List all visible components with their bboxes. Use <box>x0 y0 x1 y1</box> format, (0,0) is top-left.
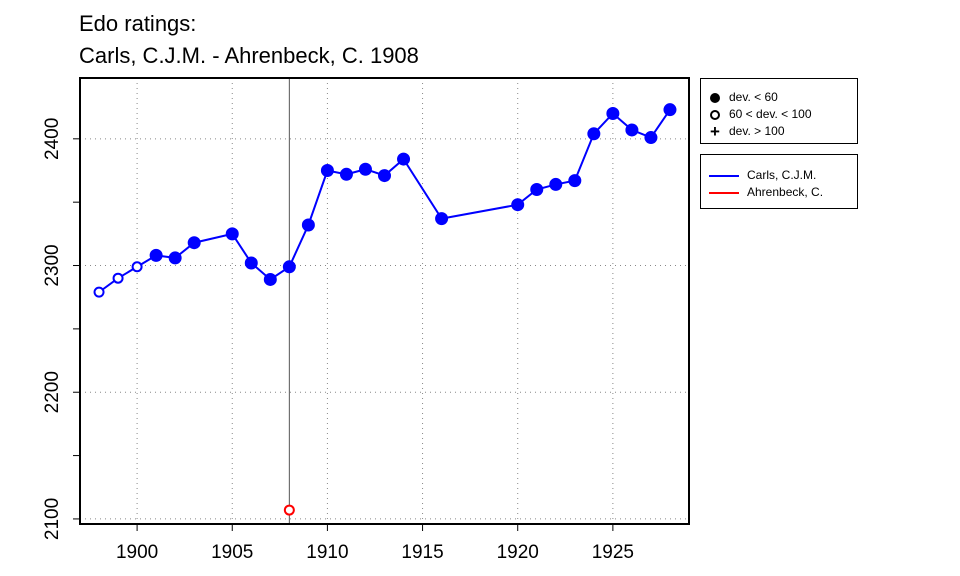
marker-legend: dev. < 60 60 < dev. < 100 + dev. > 100 <box>700 78 858 144</box>
plot-frame <box>79 77 690 525</box>
legend-label: Ahrenbeck, C. <box>747 185 824 199</box>
data-point <box>112 272 124 284</box>
filled-circle-icon <box>710 92 720 103</box>
chart-title: Edo ratings: Carls, C.J.M. - Ahrenbeck, … <box>79 8 419 72</box>
y-tick-label: 2100 <box>42 498 63 540</box>
legend-item-dev-gt-100: + dev. > 100 <box>701 123 857 140</box>
chart-title-line1: Edo ratings: <box>79 11 197 36</box>
x-tick-label: 1900 <box>116 542 158 563</box>
open-circle-icon <box>710 109 720 120</box>
data-point <box>131 261 143 273</box>
data-point <box>283 504 295 516</box>
data-point <box>263 272 277 286</box>
y-tick-label: 2400 <box>42 118 63 160</box>
data-point <box>187 236 201 250</box>
y-axis: 2100 2200 2300 2400 <box>42 118 80 540</box>
x-tick-label: 1925 <box>592 542 634 563</box>
x-tick-label: 1915 <box>401 542 443 563</box>
legend-item-carls: Carls, C.J.M. <box>701 167 857 184</box>
blue-line-icon <box>709 174 739 177</box>
data-point <box>339 167 353 181</box>
data-point <box>149 248 163 262</box>
data-point <box>244 256 258 270</box>
data-point <box>625 123 639 137</box>
data-point <box>606 106 620 120</box>
plus-icon: + <box>710 122 720 141</box>
x-axis: 1900 1905 1910 1915 1920 1925 <box>116 524 634 563</box>
data-point <box>511 198 525 212</box>
y-tick-label: 2300 <box>42 244 63 286</box>
data-point <box>320 163 334 177</box>
data-point <box>225 227 239 241</box>
series-line <box>98 109 671 293</box>
legend-item-ahrenbeck: Ahrenbeck, C. <box>701 184 857 201</box>
data-point <box>663 103 677 117</box>
data-point <box>530 183 544 196</box>
legend-item-dev-60-100: 60 < dev. < 100 <box>701 106 857 123</box>
data-point <box>568 174 582 188</box>
data-point <box>93 286 105 298</box>
grid-lines <box>80 78 689 524</box>
x-tick-label: 1905 <box>211 542 253 563</box>
data-point <box>397 152 411 166</box>
y-tick-label: 2200 <box>42 371 63 413</box>
data-point <box>587 127 601 141</box>
legend-label: Carls, C.J.M. <box>747 168 817 182</box>
x-tick-label: 1920 <box>497 542 539 563</box>
legend-label: 60 < dev. < 100 <box>729 107 812 121</box>
data-point <box>549 177 563 191</box>
data-point <box>378 169 391 183</box>
data-point <box>301 218 315 232</box>
data-point <box>358 162 372 176</box>
x-tick-label: 1910 <box>306 542 348 563</box>
legend-label: dev. < 60 <box>729 90 778 104</box>
data-point <box>168 251 182 265</box>
red-line-icon <box>709 191 739 194</box>
legend-label: dev. > 100 <box>729 124 785 138</box>
chart-title-line2: Carls, C.J.M. - Ahrenbeck, C. 1908 <box>79 43 419 68</box>
data-point <box>435 212 449 226</box>
series-layer <box>93 103 677 516</box>
legend-item-dev-lt-60: dev. < 60 <box>701 89 857 106</box>
data-point <box>644 131 658 145</box>
data-point <box>282 260 296 274</box>
series-legend: Carls, C.J.M. Ahrenbeck, C. <box>700 154 858 209</box>
